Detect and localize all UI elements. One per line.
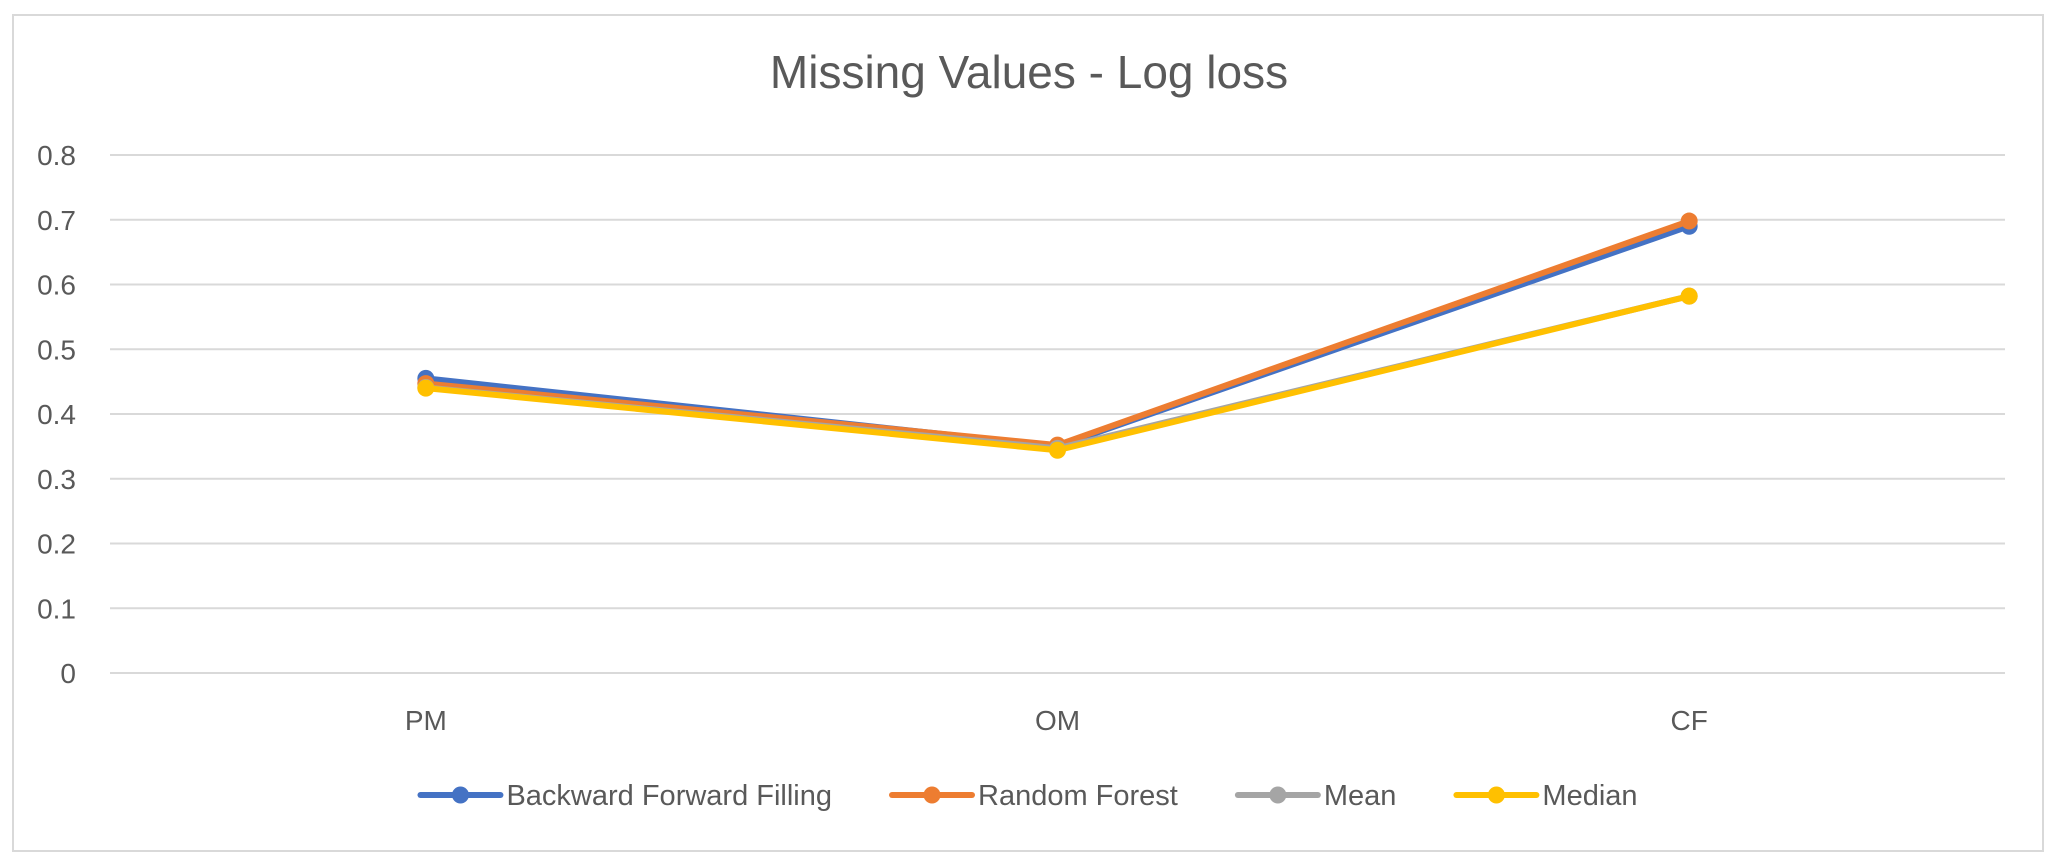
x-tick-label: OM [1035,705,1080,736]
legend-swatch-marker [923,786,941,804]
legend-swatch-marker [1487,786,1505,804]
y-tick-label: 0.5 [37,334,76,365]
series-line [422,293,1693,454]
series-line [422,218,1693,449]
legend-label: Random Forest [978,780,1178,812]
x-tick-label: CF [1671,705,1708,736]
legend-item: Backward Forward Filling [417,780,832,812]
series-group [417,287,1698,459]
legend-swatch-marker [451,786,469,804]
data-point [1049,441,1066,459]
y-tick-label: 0.8 [37,140,76,171]
legend: Backward Forward Filling Random Forest Mea… [417,780,1638,812]
legend-label: Mean [1324,780,1397,812]
legend-swatch-marker [1269,786,1287,804]
chart-title: Missing Values - Log loss [770,46,1288,98]
y-tick-label: 0 [60,658,76,689]
y-tick-label: 0.1 [37,593,76,624]
y-tick-label: 0.3 [37,464,76,495]
series-group [417,212,1698,454]
x-axis-tick-labels: PM OM CF [405,705,1708,736]
chart-frame [12,14,2044,852]
y-axis-tick-labels: 0 0.1 0.2 0.3 0.4 0.5 0.6 0.7 0.8 [37,140,76,689]
data-point [1680,212,1698,230]
y-tick-label: 0.2 [37,529,76,560]
data-point [1680,287,1698,305]
legend-item: Median [1453,780,1638,812]
y-tick-label: 0.7 [37,205,76,236]
legend-item: Mean [1234,780,1397,812]
legend-label: Median [1542,780,1637,812]
gridlines [110,154,2005,674]
series-line [422,293,1693,452]
data-point [417,379,435,397]
series-group [417,217,1698,455]
y-tick-label: 0.6 [37,270,76,301]
x-tick-label: PM [405,705,447,736]
legend-label: Backward Forward Filling [506,780,832,812]
series-lines [417,212,1698,459]
series-group [417,287,1698,457]
legend-item: Random Forest [889,780,1178,812]
y-tick-label: 0.4 [37,399,76,430]
